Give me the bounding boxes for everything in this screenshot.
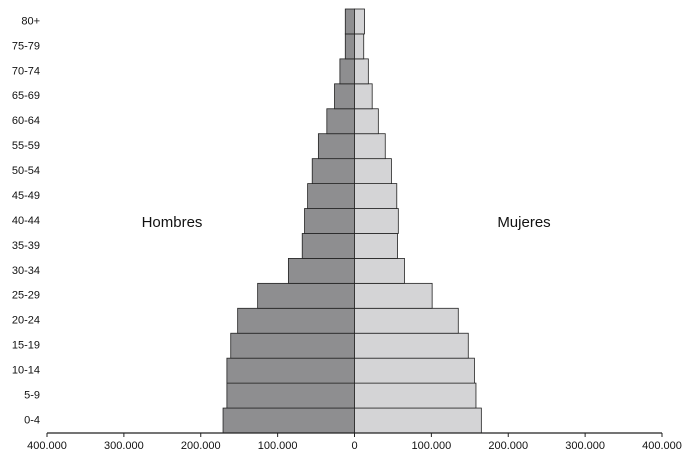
bar <box>317 133 355 160</box>
y-tick-label: 35-39 <box>12 240 40 252</box>
bar <box>301 233 355 259</box>
bar <box>354 357 475 384</box>
y-tick-label: 10-14 <box>12 365 40 377</box>
bar <box>304 208 355 234</box>
bar <box>354 183 398 209</box>
bar <box>354 233 398 259</box>
bar <box>226 382 355 409</box>
bar <box>354 83 373 110</box>
y-tick-label: 20-24 <box>12 315 40 327</box>
y-tick-label: 50-54 <box>12 165 40 177</box>
bar <box>354 158 392 184</box>
bar <box>354 133 386 160</box>
bar <box>354 8 365 35</box>
y-tick-label: 5-9 <box>24 389 40 401</box>
y-tick-label: 70-74 <box>12 65 40 77</box>
bar <box>354 208 399 234</box>
y-tick-label: 0-4 <box>24 414 40 426</box>
bar <box>226 357 355 384</box>
series-label: Hombres <box>142 214 203 231</box>
bar <box>354 332 469 359</box>
y-tick-label: 60-64 <box>12 115 40 127</box>
y-tick-label: 25-29 <box>12 290 40 302</box>
bar <box>311 158 355 184</box>
bar <box>237 307 355 334</box>
bar <box>354 282 433 309</box>
bar <box>230 332 355 359</box>
bar <box>354 58 369 85</box>
bar <box>334 83 355 110</box>
y-tick-label: 55-59 <box>12 140 40 152</box>
bar <box>344 33 355 60</box>
bar <box>339 58 355 85</box>
y-tick-label: 80+ <box>21 15 40 27</box>
bar <box>354 108 379 135</box>
x-tick-label: 200.000 <box>181 440 221 452</box>
x-tick-label: 200.000 <box>488 440 528 452</box>
bar <box>222 407 355 434</box>
x-tick-label: 0 <box>351 440 357 452</box>
bar <box>354 407 482 434</box>
bar <box>326 108 355 135</box>
y-tick-label: 45-49 <box>12 190 40 202</box>
x-tick-label: 100.000 <box>258 440 298 452</box>
bar <box>257 282 355 309</box>
x-tick-label: 400.000 <box>642 440 682 452</box>
y-tick-label: 40-44 <box>12 215 40 227</box>
x-tick-label: 100.000 <box>411 440 451 452</box>
y-tick-label: 65-69 <box>12 90 40 102</box>
x-tick-label: 300.000 <box>104 440 144 452</box>
bar <box>354 382 477 409</box>
bar <box>287 258 355 284</box>
bar <box>344 8 355 35</box>
bar <box>354 33 365 60</box>
x-tick-label: 400.000 <box>27 440 67 452</box>
y-tick-label: 30-34 <box>12 265 40 277</box>
y-tick-label: 75-79 <box>12 40 40 52</box>
bar <box>307 183 355 209</box>
y-tick-label: 15-19 <box>12 340 40 352</box>
bar <box>354 307 459 334</box>
bar <box>354 258 405 284</box>
series-label: Mujeres <box>497 214 550 231</box>
x-tick-label: 300.000 <box>565 440 605 452</box>
